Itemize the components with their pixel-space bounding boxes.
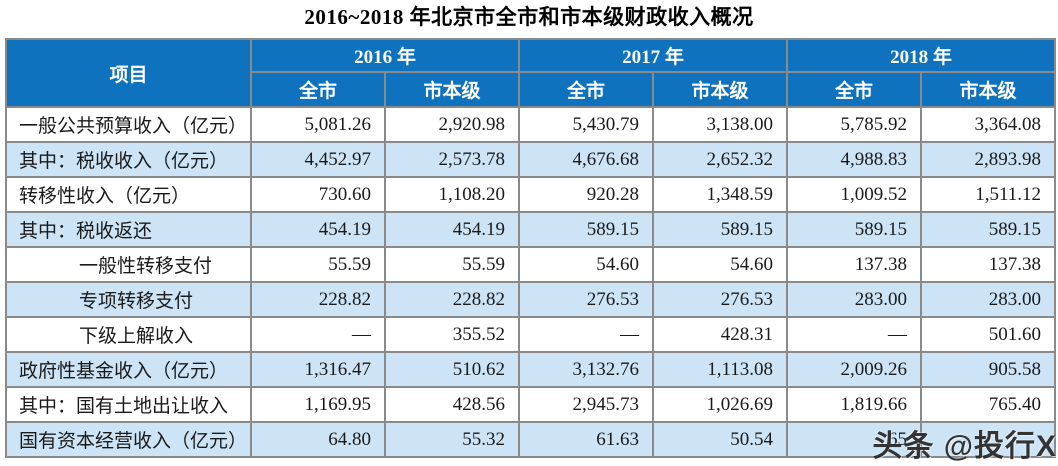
column-header-2016-municipal: 市本级 (383, 71, 521, 108)
row-label: 其中：税收返还 (5, 211, 252, 248)
column-header-item: 项目 (5, 38, 252, 108)
column-header-year-2017: 2017 年 (518, 38, 789, 73)
value-cell: 3,132.76 (518, 351, 655, 388)
row-label: 转移性收入（亿元） (5, 176, 252, 213)
value-cell: 454.19 (383, 211, 521, 248)
value-cell: 55.59 (383, 246, 521, 283)
value-cell: 50.54 (652, 421, 789, 458)
value-cell: 137.38 (786, 246, 923, 283)
column-header-2018-citywide: 全市 (786, 71, 923, 108)
value-cell: 730.60 (250, 176, 386, 213)
row-label: 其中：国有土地出让收入 (5, 386, 252, 423)
value-cell: 920.28 (518, 176, 655, 213)
value-cell: 765.40 (920, 386, 1057, 423)
column-header-2017-citywide: 全市 (518, 71, 655, 108)
value-cell: 428.56 (383, 386, 521, 423)
table-row: 其中：国有土地出让收入 1,169.95 428.56 2,945.73 1,0… (5, 386, 1057, 423)
value-cell: 5,081.26 (250, 106, 386, 143)
column-header-year-2018: 2018 年 (786, 38, 1057, 73)
value-cell: 589.15 (920, 211, 1057, 248)
value-cell: 1,169.95 (250, 386, 386, 423)
value-cell: 64.80 (250, 421, 386, 458)
value-cell: 1,511.12 (920, 176, 1057, 213)
table-row: 其中：税收返还 454.19 454.19 589.15 589.15 589.… (5, 211, 1057, 248)
column-header-2017-municipal: 市本级 (652, 71, 789, 108)
column-header-2016-citywide: 全市 (250, 71, 386, 108)
value-cell: 905.58 (920, 351, 1057, 388)
value-cell: 589.15 (652, 211, 789, 248)
fiscal-revenue-table: 项目 2016 年 2017 年 2018 年 全市 市本级 全市 市本级 全市… (5, 38, 1057, 458)
value-cell: — (250, 316, 386, 353)
value-cell: 4,988.83 (786, 141, 923, 178)
value-cell: 1,113.08 (652, 351, 789, 388)
value-cell: 65 (786, 421, 923, 458)
value-cell: 355.52 (383, 316, 521, 353)
value-cell: 2,573.78 (383, 141, 521, 178)
value-cell: 2,893.98 (920, 141, 1057, 178)
table-row: 一般性转移支付 55.59 55.59 54.60 54.60 137.38 1… (5, 246, 1057, 283)
row-label: 一般性转移支付 (5, 246, 252, 283)
row-label: 国有资本经营收入（亿元） (5, 421, 252, 458)
value-cell: 3,364.08 (920, 106, 1057, 143)
value-cell: 1,348.59 (652, 176, 789, 213)
row-label: 专项转移支付 (5, 281, 252, 318)
value-cell: 1,108.20 (383, 176, 521, 213)
table-row: 转移性收入（亿元） 730.60 1,108.20 920.28 1,348.5… (5, 176, 1057, 213)
value-cell: 276.53 (518, 281, 655, 318)
value-cell: 501.60 (920, 316, 1057, 353)
value-cell: 55.59 (250, 246, 386, 283)
value-cell: 54.60 (652, 246, 789, 283)
value-cell: 5,785.92 (786, 106, 923, 143)
value-cell: 283.00 (786, 281, 923, 318)
value-cell: 589.15 (518, 211, 655, 248)
table-row: 国有资本经营收入（亿元） 64.80 55.32 61.63 50.54 65 (5, 421, 1057, 458)
value-cell: 283.00 (920, 281, 1057, 318)
table-row: 下级上解收入 — 355.52 — 428.31 — 501.60 (5, 316, 1057, 353)
value-cell: 1,009.52 (786, 176, 923, 213)
row-label: 政府性基金收入（亿元） (5, 351, 252, 388)
value-cell: 2,920.98 (383, 106, 521, 143)
table-row: 政府性基金收入（亿元） 1,316.47 510.62 3,132.76 1,1… (5, 351, 1057, 388)
value-cell: 54.60 (518, 246, 655, 283)
value-cell: 428.31 (652, 316, 789, 353)
page-title: 2016~2018 年北京市全市和市本级财政收入概况 (304, 5, 754, 29)
row-label: 一般公共预算收入（亿元） (5, 106, 252, 143)
value-cell (920, 421, 1057, 458)
value-cell: 228.82 (383, 281, 521, 318)
value-cell: 454.19 (250, 211, 386, 248)
value-cell: 1,819.66 (786, 386, 923, 423)
value-cell: 1,316.47 (250, 351, 386, 388)
table-header-subcolumns: 全市 市本级 全市 市本级 全市 市本级 (6, 71, 1057, 108)
row-label: 其中：税收收入（亿元） (5, 141, 252, 178)
value-cell: 4,676.68 (518, 141, 655, 178)
row-label: 下级上解收入 (5, 316, 252, 353)
value-cell: 589.15 (786, 211, 923, 248)
value-cell: 55.32 (383, 421, 521, 458)
value-cell: 5,430.79 (518, 106, 655, 143)
table-row: 其中：税收收入（亿元） 4,452.97 2,573.78 4,676.68 2… (5, 141, 1057, 178)
value-cell: 61.63 (518, 421, 655, 458)
value-cell: 2,009.26 (786, 351, 923, 388)
value-cell: 2,652.32 (652, 141, 789, 178)
value-cell: — (786, 316, 923, 353)
value-cell: 276.53 (652, 281, 789, 318)
value-cell: 3,138.00 (652, 106, 789, 143)
value-cell: 2,945.73 (518, 386, 655, 423)
value-cell: 137.38 (920, 246, 1057, 283)
column-header-2018-municipal: 市本级 (920, 71, 1057, 108)
column-header-year-2016: 2016 年 (249, 38, 521, 73)
value-cell: 1,026.69 (652, 386, 789, 423)
table-header-years: 项目 2016 年 2017 年 2018 年 (5, 38, 1057, 108)
value-cell: 510.62 (383, 351, 521, 388)
table-row: 专项转移支付 228.82 228.82 276.53 276.53 283.0… (5, 281, 1057, 318)
table-row: 一般公共预算收入（亿元） 5,081.26 2,920.98 5,430.79 … (5, 106, 1057, 143)
value-cell: — (518, 316, 655, 353)
value-cell: 4,452.97 (250, 141, 386, 178)
value-cell: 228.82 (250, 281, 386, 318)
